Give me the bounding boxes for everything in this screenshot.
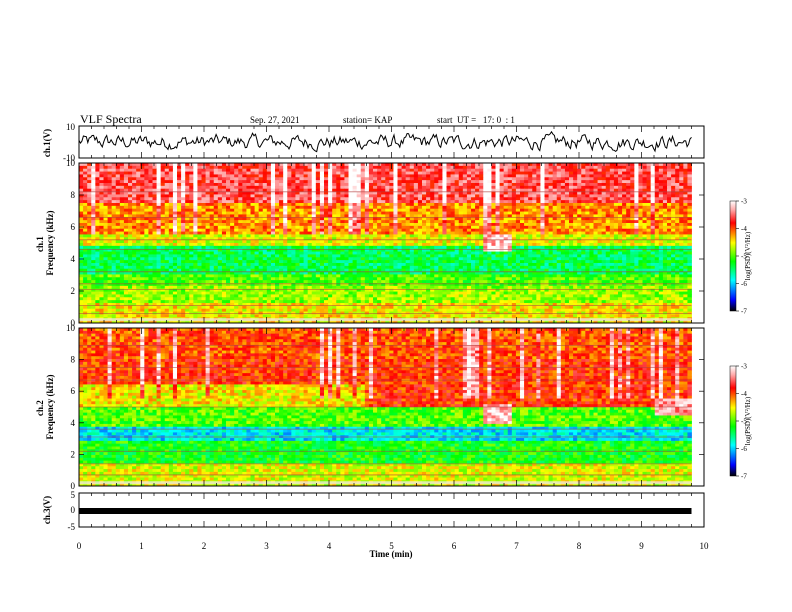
spectrogram-ytick-label: 8 [71, 355, 76, 365]
spectrogram-ytick-label: 2 [71, 286, 76, 296]
spectrogram-ytick-label: 10 [66, 158, 76, 168]
ch3-ylabel: ch.3(V) [42, 496, 52, 524]
x-axis-label: Time (min) [369, 549, 412, 559]
header-date: Sep. 27, 2021 [250, 115, 300, 125]
spectrogram-ytick-label: 10 [66, 323, 76, 333]
header-station: station= KAP [343, 115, 392, 125]
spectrogram-ytick-label: 8 [71, 190, 76, 200]
x-tick-label: 0 [77, 541, 82, 551]
ch2-spectrogram-ylabel: ch.2 Frequency (kHz) [35, 374, 55, 439]
x-tick-label: 5 [389, 541, 394, 551]
ch3-waveform-panel: 5 0 -5 ch.3(V) 0 1 2 3 4 5 6 7 8 9 10 Time (min) [42, 490, 709, 559]
colorbar-tick-label: -6 [741, 445, 747, 453]
colorbar-tick-label: -4 [741, 390, 747, 398]
colorbar-tick-label: -5 [741, 253, 747, 261]
x-tick-label: 3 [264, 541, 269, 551]
ch1-spectrogram-panel: 0 2 4 6 8 10 ch.1 Frequency (kHz) [35, 158, 705, 328]
x-tick-label: 1 [139, 541, 144, 551]
ch3-constant-line [79, 508, 692, 514]
ch2-colorbar-label: log(PSD)(V²/Hz) [744, 396, 752, 445]
header-start-ut: start UT = 17: 0 : 1 [437, 115, 515, 125]
ch1-ytick-top: 10 [66, 122, 76, 132]
spectrogram-ytick-label: 0 [71, 318, 76, 328]
x-tick-label: 10 [700, 541, 710, 551]
x-tick-label: 9 [639, 541, 644, 551]
ch1-waveform-line [78, 130, 692, 153]
spectrogram-ytick-label: 4 [71, 418, 76, 428]
colorbar-tick-label: -6 [741, 280, 747, 288]
ch1-colorbar-label: log(PSD)(V²/Hz) [744, 231, 752, 280]
colorbar-tick-label: -3 [741, 198, 747, 206]
colorbar-tick-label: -7 [741, 473, 747, 481]
ch3-ytick-mid: 0 [71, 505, 76, 515]
colorbar-tick-label: -3 [741, 363, 747, 371]
ch2-spectrogram-panel: 0 2 4 6 8 10 ch.2 Frequency (kHz) [35, 323, 705, 491]
spectrogram-ytick-label: 2 [71, 449, 76, 459]
ch3-ytick-bottom: -5 [68, 522, 76, 532]
spectrogram-ytick-label: 6 [71, 386, 76, 396]
spectrogram-ytick-label: 0 [71, 481, 76, 491]
ch1-waveform-panel: 10 -10 ch.1(V) [42, 122, 705, 163]
colorbar-tick-label: -5 [741, 418, 747, 426]
ch3-ytick-top: 5 [71, 490, 76, 500]
ch1-spectrogram-ylabel: ch.1 Frequency (kHz) [35, 210, 55, 275]
x-tick-label: 7 [514, 541, 519, 551]
ch1-colorbar: -3 -4 -5 -6 -7 log(PSD)(V²/Hz) [729, 198, 752, 316]
colorbar-tick-label: -7 [741, 308, 747, 316]
figure-title: VLF Spectra [80, 112, 142, 126]
ch1-ytick-bottom: -10 [63, 153, 75, 163]
ch2-colorbar: -3 -4 -5 -6 -7 log(PSD)(V²/Hz) [729, 363, 752, 481]
x-tick-label: 8 [577, 541, 582, 551]
ch1-waveform-ylabel: ch.1(V) [42, 129, 52, 157]
ch1-spectrogram-image [79, 163, 692, 324]
x-tick-label: 6 [452, 541, 457, 551]
ch2-spectrogram-image [79, 328, 692, 487]
spectrogram-ytick-label: 6 [71, 222, 76, 232]
x-tick-label: 4 [327, 541, 332, 551]
colorbar-tick-label: -4 [741, 225, 747, 233]
x-tick-label: 2 [202, 541, 207, 551]
spectrogram-ytick-label: 4 [71, 254, 76, 264]
